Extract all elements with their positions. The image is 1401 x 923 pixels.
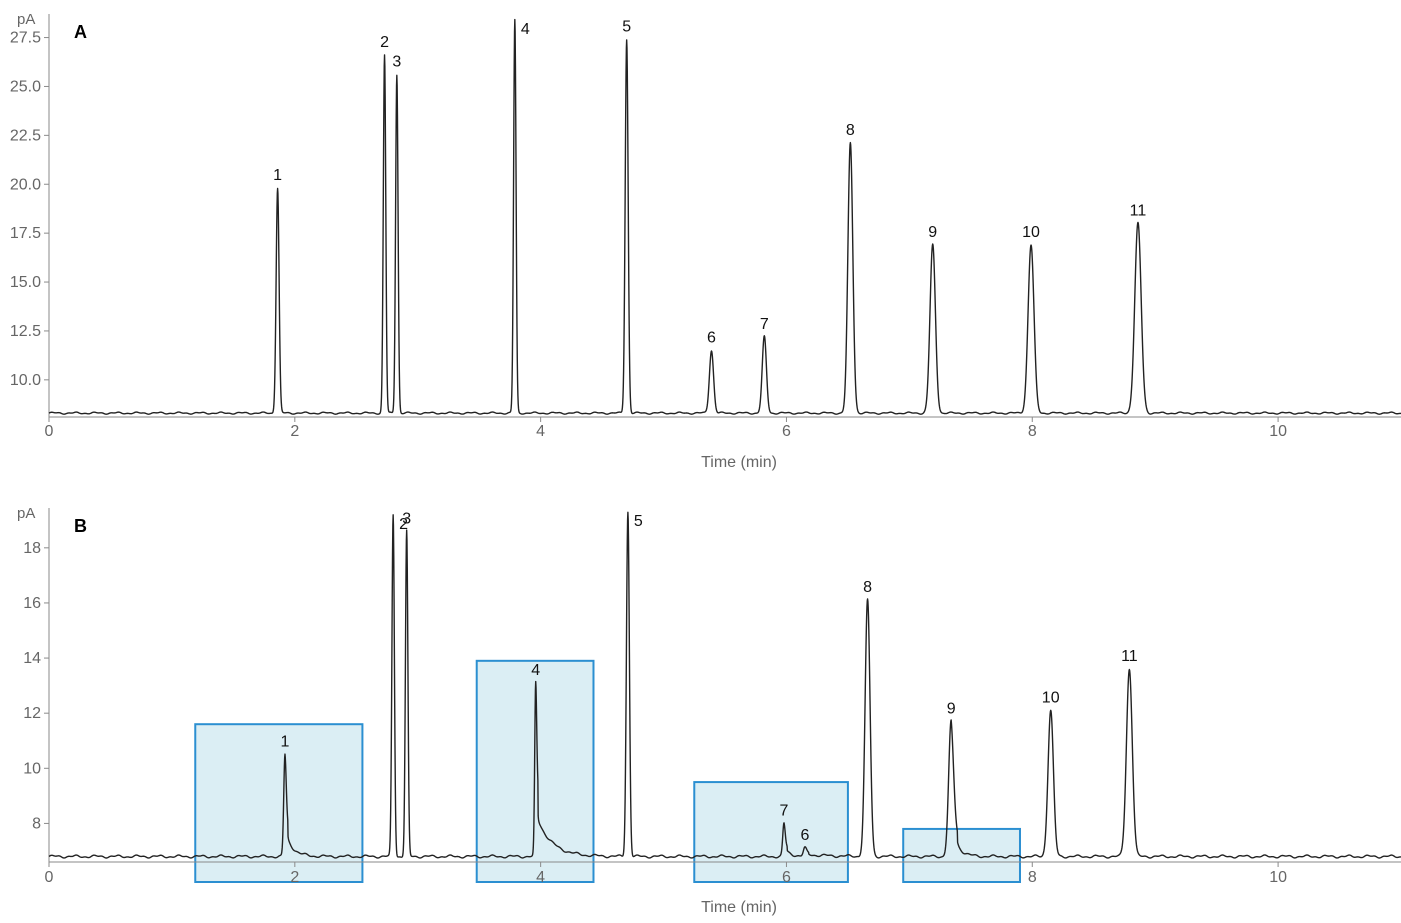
- highlight-box-3: [693, 781, 849, 883]
- peak-label: 1: [281, 734, 290, 751]
- peak-label: 10: [1042, 689, 1060, 706]
- x-tick-label: 8: [1028, 869, 1037, 886]
- peak-label: 4: [531, 662, 540, 679]
- peak-label: 9: [928, 224, 937, 241]
- panel-a: 10.0 12.5 15.0 17.5 20.0 22.5 25.0 27.5 0 2 4 6 8 10 T…: [10, 11, 1401, 471]
- x-tick-label: 0: [45, 869, 54, 886]
- chromatogram-trace: [48, 511, 1401, 859]
- y-tick-label: 10: [23, 760, 41, 777]
- x-axis-title: Time (min): [701, 454, 777, 471]
- chromatogram-trace: [48, 18, 1401, 415]
- x-axis-title: Time (min): [701, 899, 777, 916]
- y-tick-label: 12.5: [10, 323, 41, 340]
- peak-label: 6: [707, 330, 716, 347]
- y-tick-label: 15.0: [10, 274, 41, 291]
- peak-label: 3: [402, 510, 411, 527]
- x-tick-label: 6: [782, 423, 791, 440]
- peak-label: 11: [1130, 202, 1147, 219]
- x-tick-label: 8: [1028, 423, 1037, 440]
- y-tick-label: 16: [23, 595, 41, 612]
- y-unit-label: pA: [17, 505, 35, 522]
- y-tick-label: 17.5: [10, 225, 41, 242]
- y-tick-label: 18: [23, 540, 41, 557]
- peak-label: 11: [1121, 648, 1138, 665]
- peak-label: 8: [846, 122, 855, 139]
- y-tick-label: 22.5: [10, 127, 41, 144]
- panel-letter: B: [74, 516, 87, 536]
- x-tick-label: 2: [290, 869, 299, 886]
- y-tick-label: 25.0: [10, 78, 41, 95]
- peak-label: 7: [780, 802, 789, 819]
- y-tick-label: 12: [23, 705, 41, 722]
- peak-label: 2: [380, 34, 389, 51]
- y-unit-label: pA: [17, 11, 35, 28]
- peak-label: 5: [634, 513, 643, 530]
- peak-label: 10: [1022, 224, 1040, 241]
- peak-label: 7: [760, 316, 769, 333]
- x-tick-label: 4: [536, 869, 545, 886]
- y-tick-label: 27.5: [10, 30, 41, 47]
- x-tick-label: 0: [45, 423, 54, 440]
- peak-label: 5: [622, 19, 631, 36]
- y-tick-label: 20.0: [10, 176, 41, 193]
- y-tick-label: 14: [23, 650, 41, 667]
- highlight-box-1: [194, 723, 364, 883]
- peak-label: 9: [947, 700, 956, 717]
- x-tick-label: 10: [1269, 423, 1287, 440]
- x-tick-label: 4: [536, 423, 545, 440]
- peak-label: 8: [863, 579, 872, 596]
- x-tick-label: 6: [782, 869, 791, 886]
- y-tick-label: 8: [32, 815, 41, 832]
- y-tick-label: 10.0: [10, 372, 41, 389]
- peak-label: 3: [392, 54, 401, 71]
- panel-letter: A: [74, 22, 87, 42]
- highlight-box-4: [902, 827, 1021, 884]
- peak-label: 4: [521, 21, 530, 38]
- x-tick-label: 10: [1269, 869, 1287, 886]
- x-tick-label: 2: [290, 423, 299, 440]
- peak-label: 2: [399, 516, 408, 533]
- peak-label: 6: [800, 827, 809, 844]
- peak-label: 1: [273, 167, 282, 184]
